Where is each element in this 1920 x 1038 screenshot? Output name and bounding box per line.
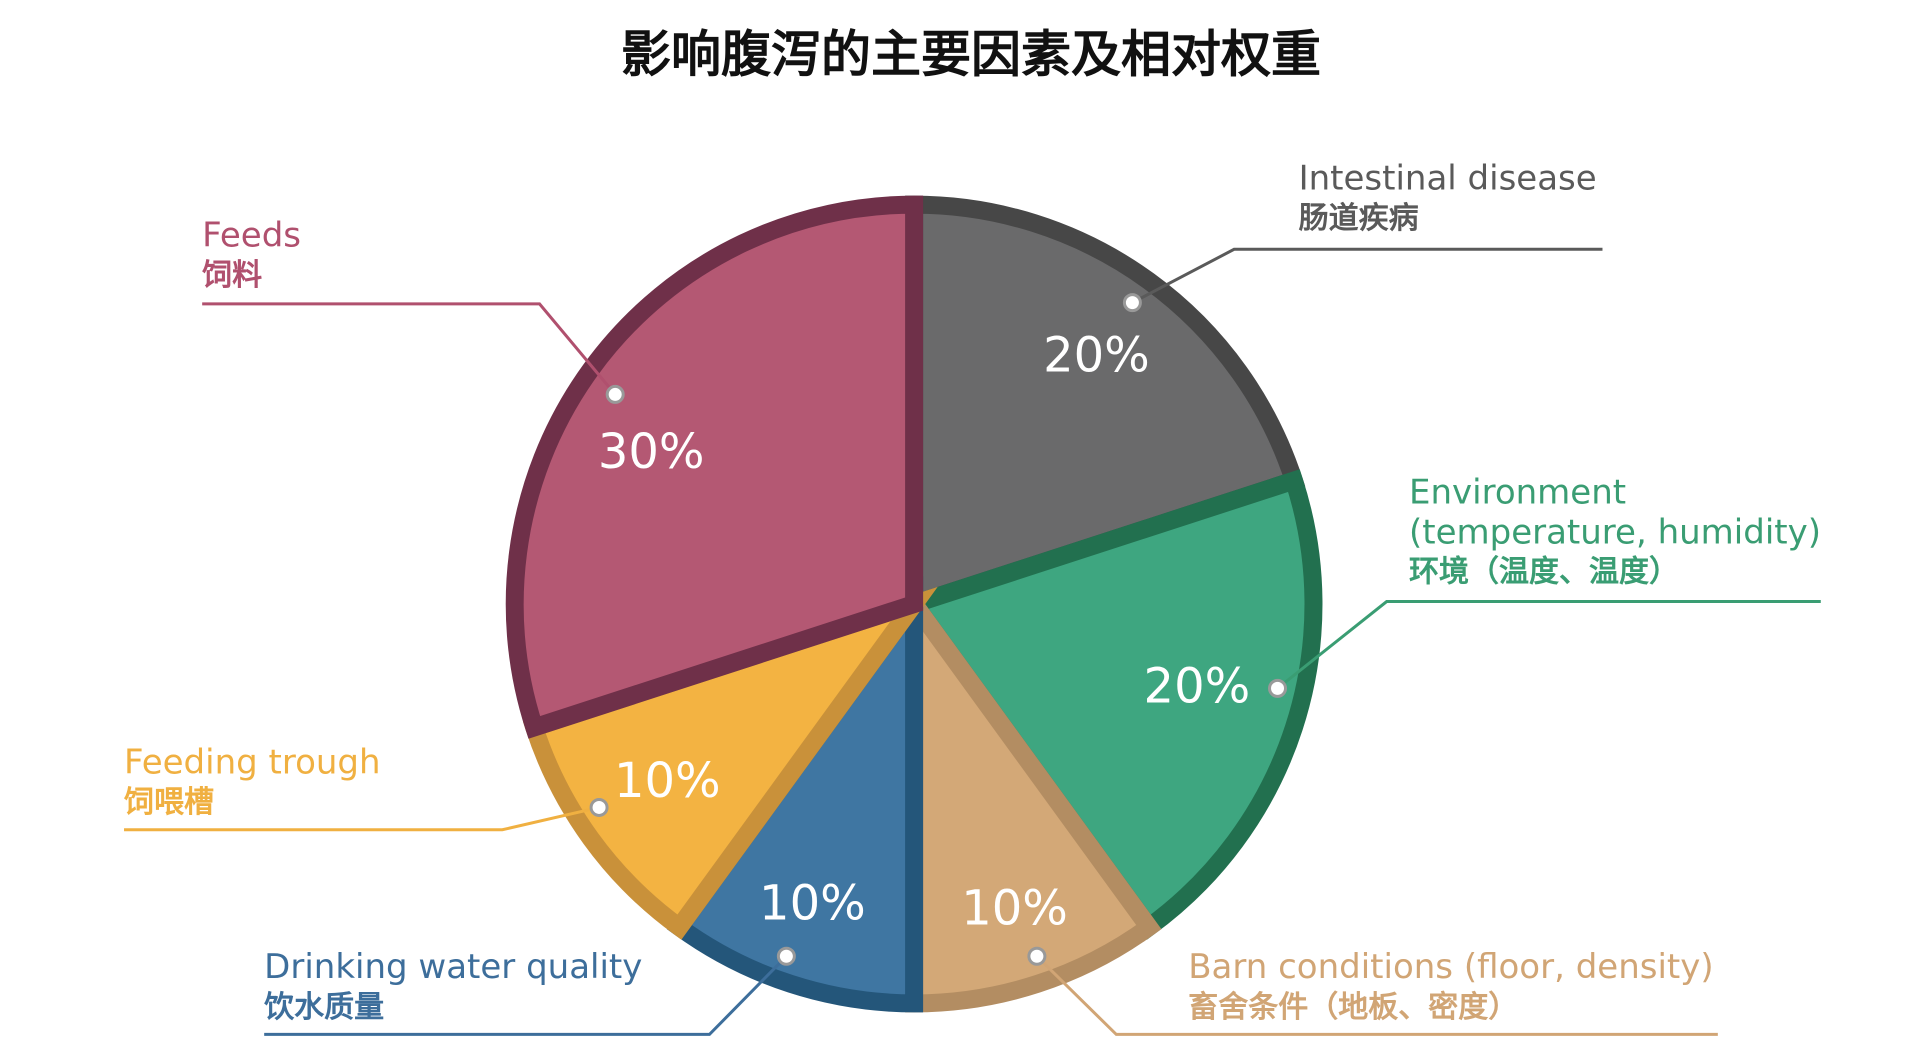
slice-name-cn: 饮水质量 (263, 990, 384, 1025)
slice-name-cn: 环境（温度、温度） (1409, 555, 1679, 590)
leader-line (124, 805, 600, 832)
pie-slice (905, 576, 1162, 1013)
value-label: 20% (1144, 659, 1251, 715)
leader-dot (1122, 293, 1142, 313)
pie-slice (522, 586, 938, 940)
chart-title: 影响腹泻的主要因素及相对权重 (621, 26, 1321, 84)
leader-dot (1268, 678, 1288, 698)
pie-slice (505, 195, 924, 739)
slice-name: Feeds (202, 215, 301, 255)
slice-name: Barn conditions (floor, density) (1188, 947, 1713, 987)
slice-name-cn: 饲料 (201, 258, 262, 293)
value-label: 30% (598, 424, 705, 480)
slice-name-cn: 畜舍条件（地板、密度） (1188, 990, 1518, 1025)
leader-line (1131, 247, 1603, 304)
leader-line (1276, 600, 1821, 690)
leader-line (1035, 955, 1718, 1036)
slice-name-cn: 肠道疾病 (1299, 201, 1419, 236)
slice-name-cn: 饲喂槽 (123, 785, 214, 820)
value-label: 10% (614, 753, 721, 809)
leader-dot (1027, 946, 1047, 966)
pie-slice (666, 576, 924, 1013)
slice-name: Drinking water quality (264, 947, 642, 987)
value-label: 20% (1043, 327, 1150, 383)
leader-line (202, 302, 617, 396)
value-label: 10% (759, 876, 866, 932)
leader-dot (589, 797, 609, 817)
leader-dot (605, 384, 625, 404)
leader-line (264, 955, 788, 1036)
slice-name: Environment (temperature, humidity) (1409, 472, 1821, 552)
leader-dot (776, 946, 796, 966)
value-label: 10% (961, 881, 1068, 937)
pie-slice (899, 469, 1323, 940)
slice-name: Feeding trough (124, 743, 381, 783)
slice-name: Intestinal disease (1299, 158, 1597, 198)
